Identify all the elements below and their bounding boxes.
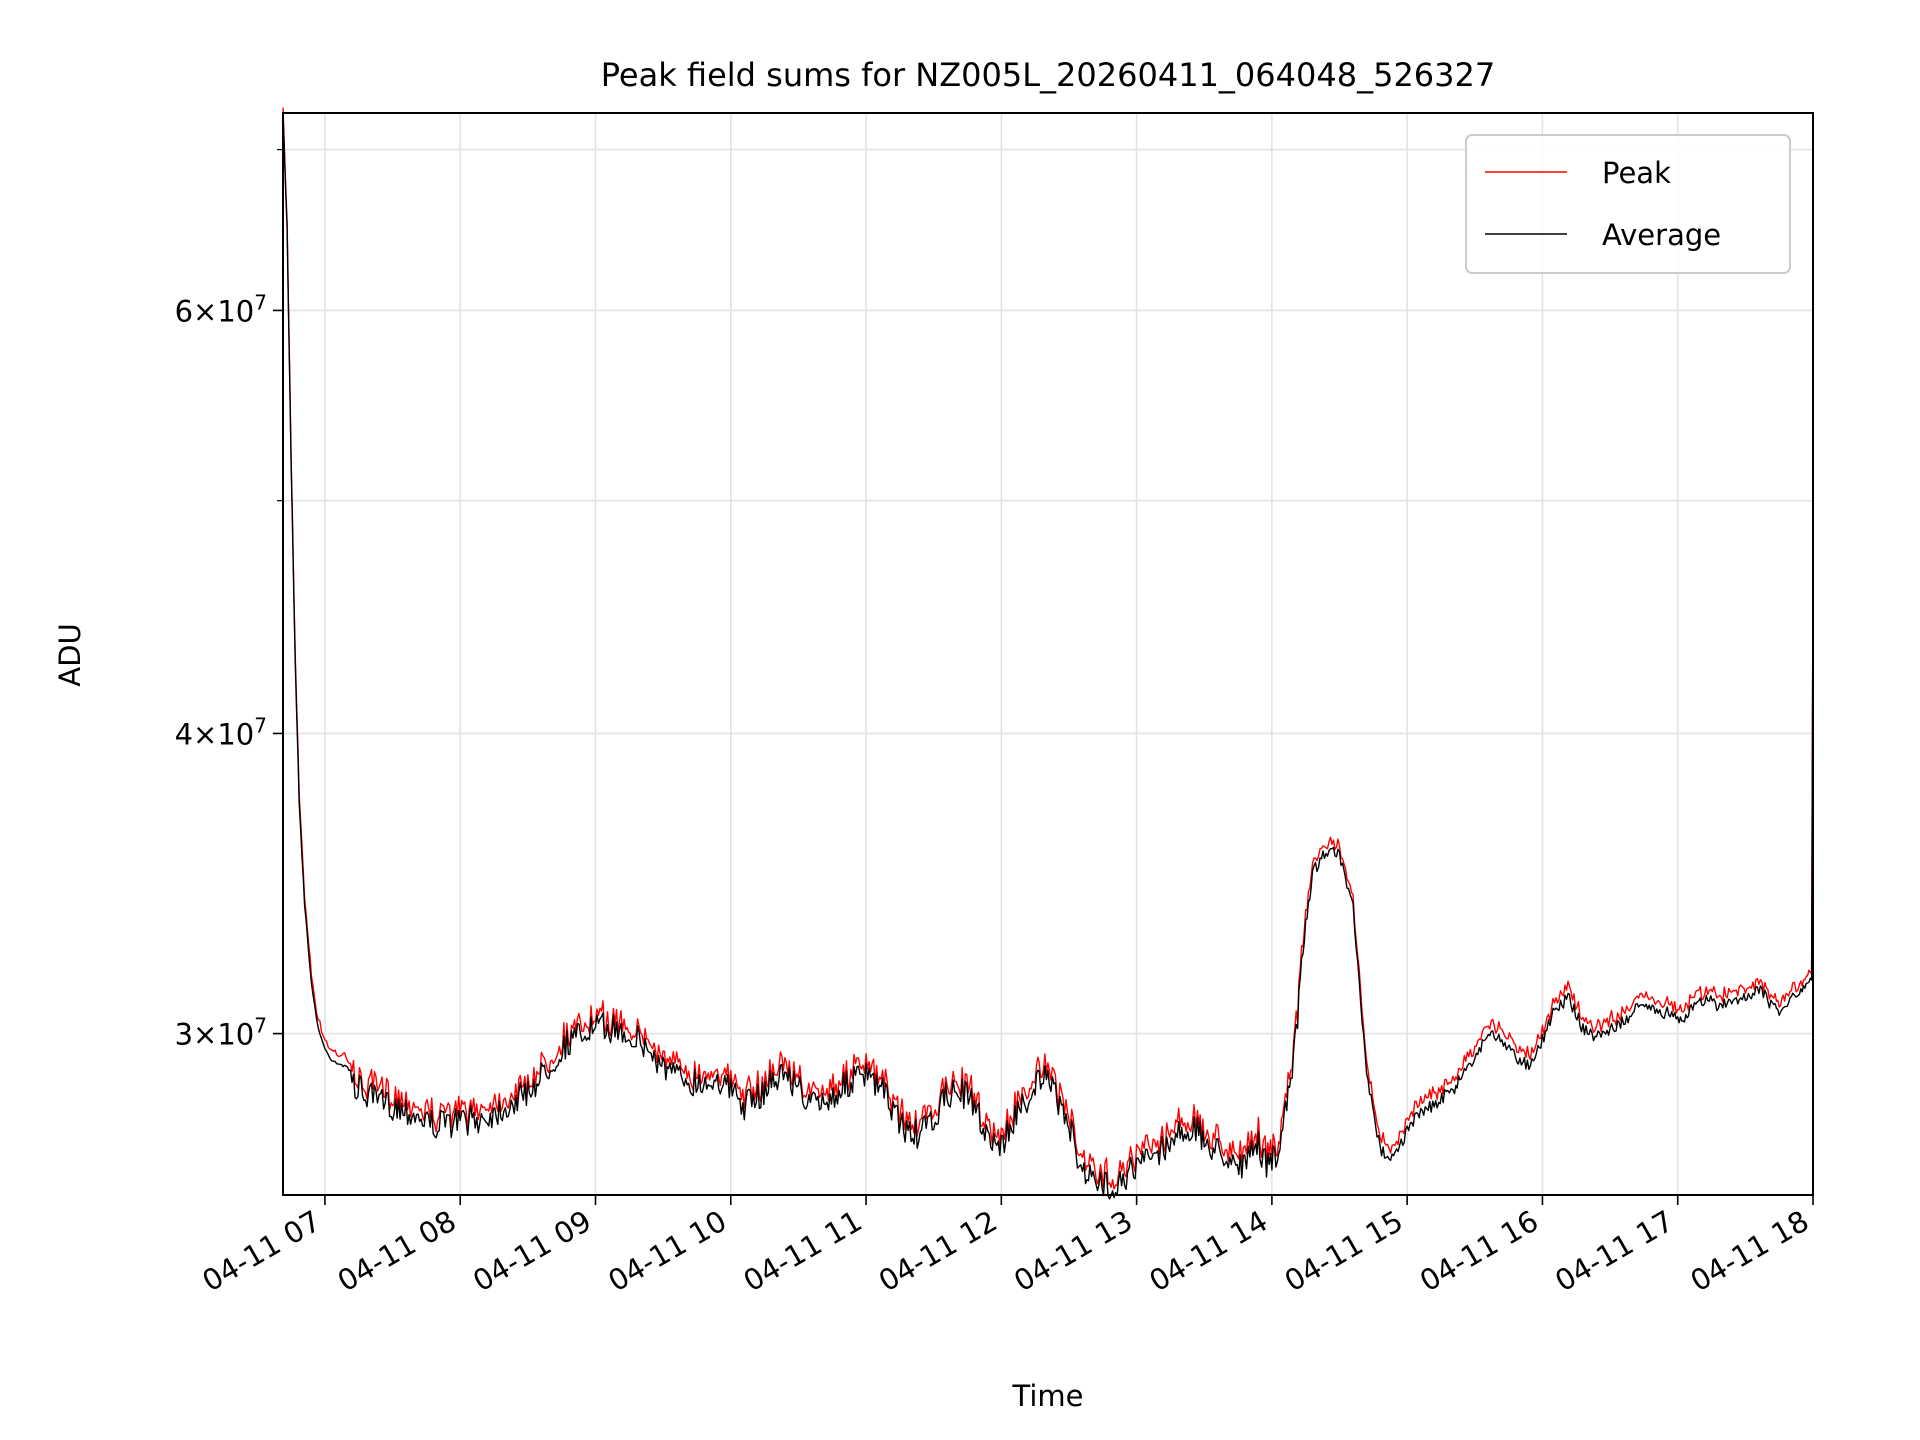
y-axis-label: ADU — [53, 623, 87, 686]
series-line-peak — [282, 107, 1814, 1190]
plot-frame — [282, 112, 1814, 1196]
series-line-average — [282, 112, 1814, 1200]
y-tick-label-1: 4×107 — [175, 713, 267, 751]
y-axis: 3×107 4×107 6×107 — [175, 149, 283, 1052]
legend-box — [1465, 134, 1791, 274]
y-tick-label-0: 3×107 — [175, 1014, 267, 1052]
series-layer — [282, 107, 1814, 1200]
grid — [283, 113, 1814, 1195]
x-axis-label: Time — [1012, 1379, 1084, 1413]
y-tick-label-2: 6×107 — [175, 290, 267, 328]
legend-label-average: Average — [1602, 218, 1721, 252]
legend: Peak Average — [1465, 134, 1791, 274]
legend-label-peak: Peak — [1602, 156, 1671, 190]
chart-title: Peak field sums for NZ005L_20260411_0640… — [601, 56, 1495, 94]
